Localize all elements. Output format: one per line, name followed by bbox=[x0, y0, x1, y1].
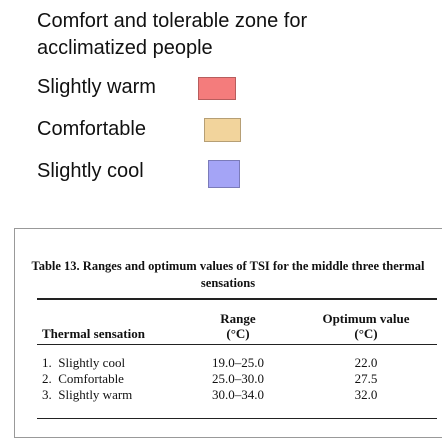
table-cell: 32.0 bbox=[354, 387, 378, 402]
legend-title: Comfort and tolerable zone for acclimati… bbox=[37, 10, 308, 59]
table-cell: 3. Slightly warm bbox=[42, 387, 133, 402]
column-header: Range bbox=[220, 311, 256, 326]
column-unit: (°C) bbox=[226, 326, 250, 341]
table-cell: 25.0–30.0 bbox=[212, 371, 264, 386]
legend-swatch bbox=[204, 118, 241, 142]
legend-label: Comfortable bbox=[37, 118, 146, 140]
legend-label: Slightly warm bbox=[37, 76, 156, 98]
table-cell: 2. Comfortable bbox=[42, 371, 124, 386]
column-header: Thermal sensation bbox=[42, 326, 145, 341]
column-unit: (°C) bbox=[354, 326, 378, 341]
legend-label: Slightly cool bbox=[37, 160, 144, 182]
legend-swatch bbox=[208, 160, 240, 188]
column-header: Optimum value bbox=[322, 311, 410, 326]
rule bbox=[37, 344, 437, 345]
table-cell: 1. Slightly cool bbox=[42, 355, 126, 370]
rule bbox=[37, 418, 437, 419]
table-cell: 30.0–34.0 bbox=[212, 387, 264, 402]
table-cell: 19.0–25.0 bbox=[212, 355, 264, 370]
table-cell: 22.0 bbox=[354, 355, 378, 370]
legend-swatch bbox=[198, 77, 236, 100]
rule bbox=[37, 298, 437, 300]
table-caption: Table 13. Ranges and optimum values of T… bbox=[31, 259, 425, 290]
table-cell: 27.5 bbox=[354, 371, 378, 386]
